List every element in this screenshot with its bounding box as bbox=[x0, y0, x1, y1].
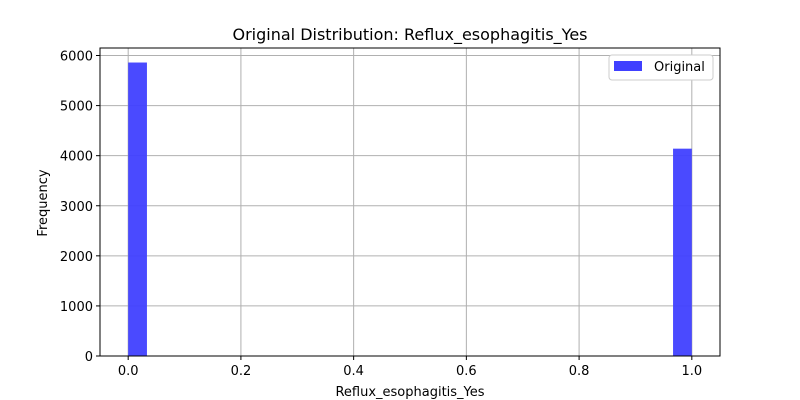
x-tick-label: 0.2 bbox=[231, 364, 252, 379]
y-axis-label: Frequency bbox=[36, 169, 51, 236]
legend-swatch bbox=[614, 61, 642, 71]
x-tick-label: 0.4 bbox=[343, 364, 364, 379]
x-axis-ticks: 0.0 0.2 0.4 0.6 0.8 1.0 bbox=[118, 356, 702, 379]
y-tick-label: 6000 bbox=[60, 50, 93, 65]
x-tick-label: 0.0 bbox=[118, 364, 139, 379]
chart-title: Original Distribution: Reflux_esophagiti… bbox=[233, 25, 588, 45]
legend: Original bbox=[608, 54, 714, 81]
x-tick-label: 0.8 bbox=[569, 364, 590, 379]
plot-frame bbox=[99, 47, 721, 357]
histogram-bar bbox=[673, 148, 692, 356]
legend-label: Original bbox=[654, 60, 705, 75]
y-tick-label: 1000 bbox=[60, 300, 93, 315]
x-tick-label: 0.6 bbox=[456, 364, 477, 379]
bars bbox=[128, 62, 692, 356]
y-tick-label: 4000 bbox=[60, 150, 93, 165]
x-axis-label: Reflux_esophagitis_Yes bbox=[335, 385, 484, 400]
y-tick-label: 2000 bbox=[60, 250, 93, 265]
x-tick-label: 1.0 bbox=[681, 364, 702, 379]
y-tick-label: 3000 bbox=[60, 200, 93, 215]
y-tick-label: 5000 bbox=[60, 100, 93, 115]
y-axis-ticks: 0 1000 2000 3000 4000 5000 6000 bbox=[60, 50, 100, 365]
histogram-bar bbox=[128, 62, 147, 356]
y-tick-label: 0 bbox=[85, 350, 93, 365]
